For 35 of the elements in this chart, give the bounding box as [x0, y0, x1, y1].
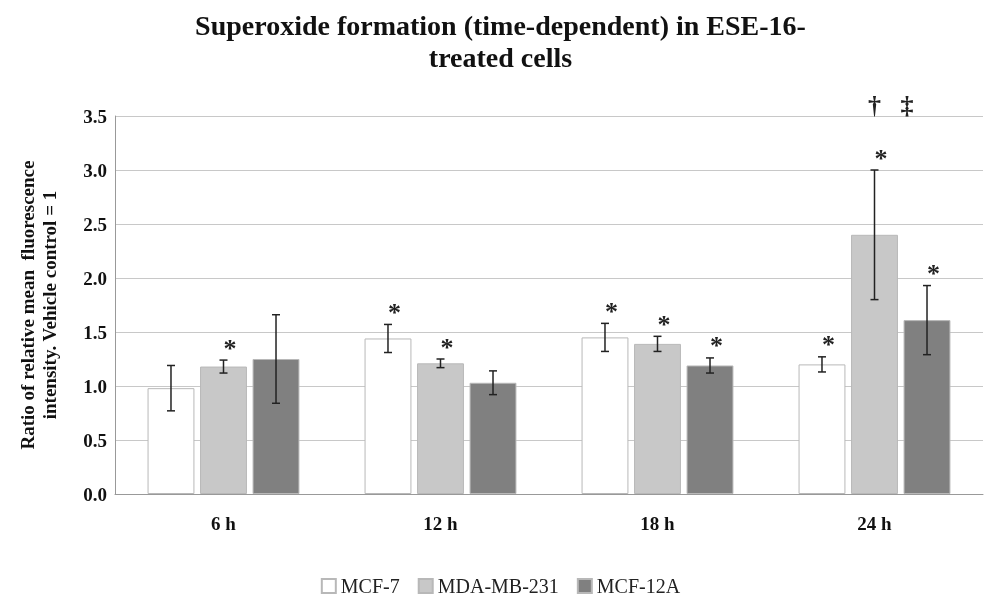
bar — [798, 364, 846, 494]
x-tick-label: 12 h — [423, 513, 459, 534]
data-label: * — [821, 330, 835, 360]
bar — [252, 359, 300, 494]
data-label: * — [657, 309, 671, 339]
y-tick-label: 3.5 — [83, 105, 107, 127]
bar — [686, 365, 734, 494]
data-label: * — [604, 296, 618, 326]
y-tick-label: 1.5 — [83, 321, 107, 343]
data-label: * — [874, 143, 888, 173]
x-tick-label: 24 h — [857, 513, 893, 534]
data-label: * — [710, 331, 724, 361]
y-tick-label: 0.5 — [83, 429, 107, 451]
bar — [903, 320, 951, 494]
y-axis-title: Ratio of relative mean fluorescence intensity. Vehicle control = 1 — [16, 160, 60, 450]
y-tick-label: 2.0 — [83, 267, 107, 289]
x-tick-label: 18 h — [640, 513, 676, 534]
bar — [469, 382, 517, 494]
data-label: * — [440, 332, 454, 362]
bar — [147, 388, 195, 494]
x-tick-label: 6 h — [211, 513, 237, 534]
annotation: † ‡ — [868, 90, 914, 120]
y-tick-label: 2.5 — [83, 213, 107, 235]
y-tick-label: 0.0 — [83, 483, 107, 505]
bar — [581, 337, 629, 494]
legend-label: MCF-12A — [596, 575, 681, 597]
data-label: * — [387, 297, 401, 327]
y-tick-label: 3.0 — [83, 159, 107, 181]
data-label: * — [927, 259, 941, 289]
data-label: * — [223, 333, 237, 363]
legend-label: MCF-7 — [340, 575, 400, 597]
chart-title: Superoxide formation (time-dependent) in ESE-16- treated cells — [195, 9, 806, 73]
legend-label: MDA-MB-231 — [437, 575, 559, 597]
y-tick-label: 1.0 — [83, 375, 107, 397]
bar — [364, 338, 412, 494]
